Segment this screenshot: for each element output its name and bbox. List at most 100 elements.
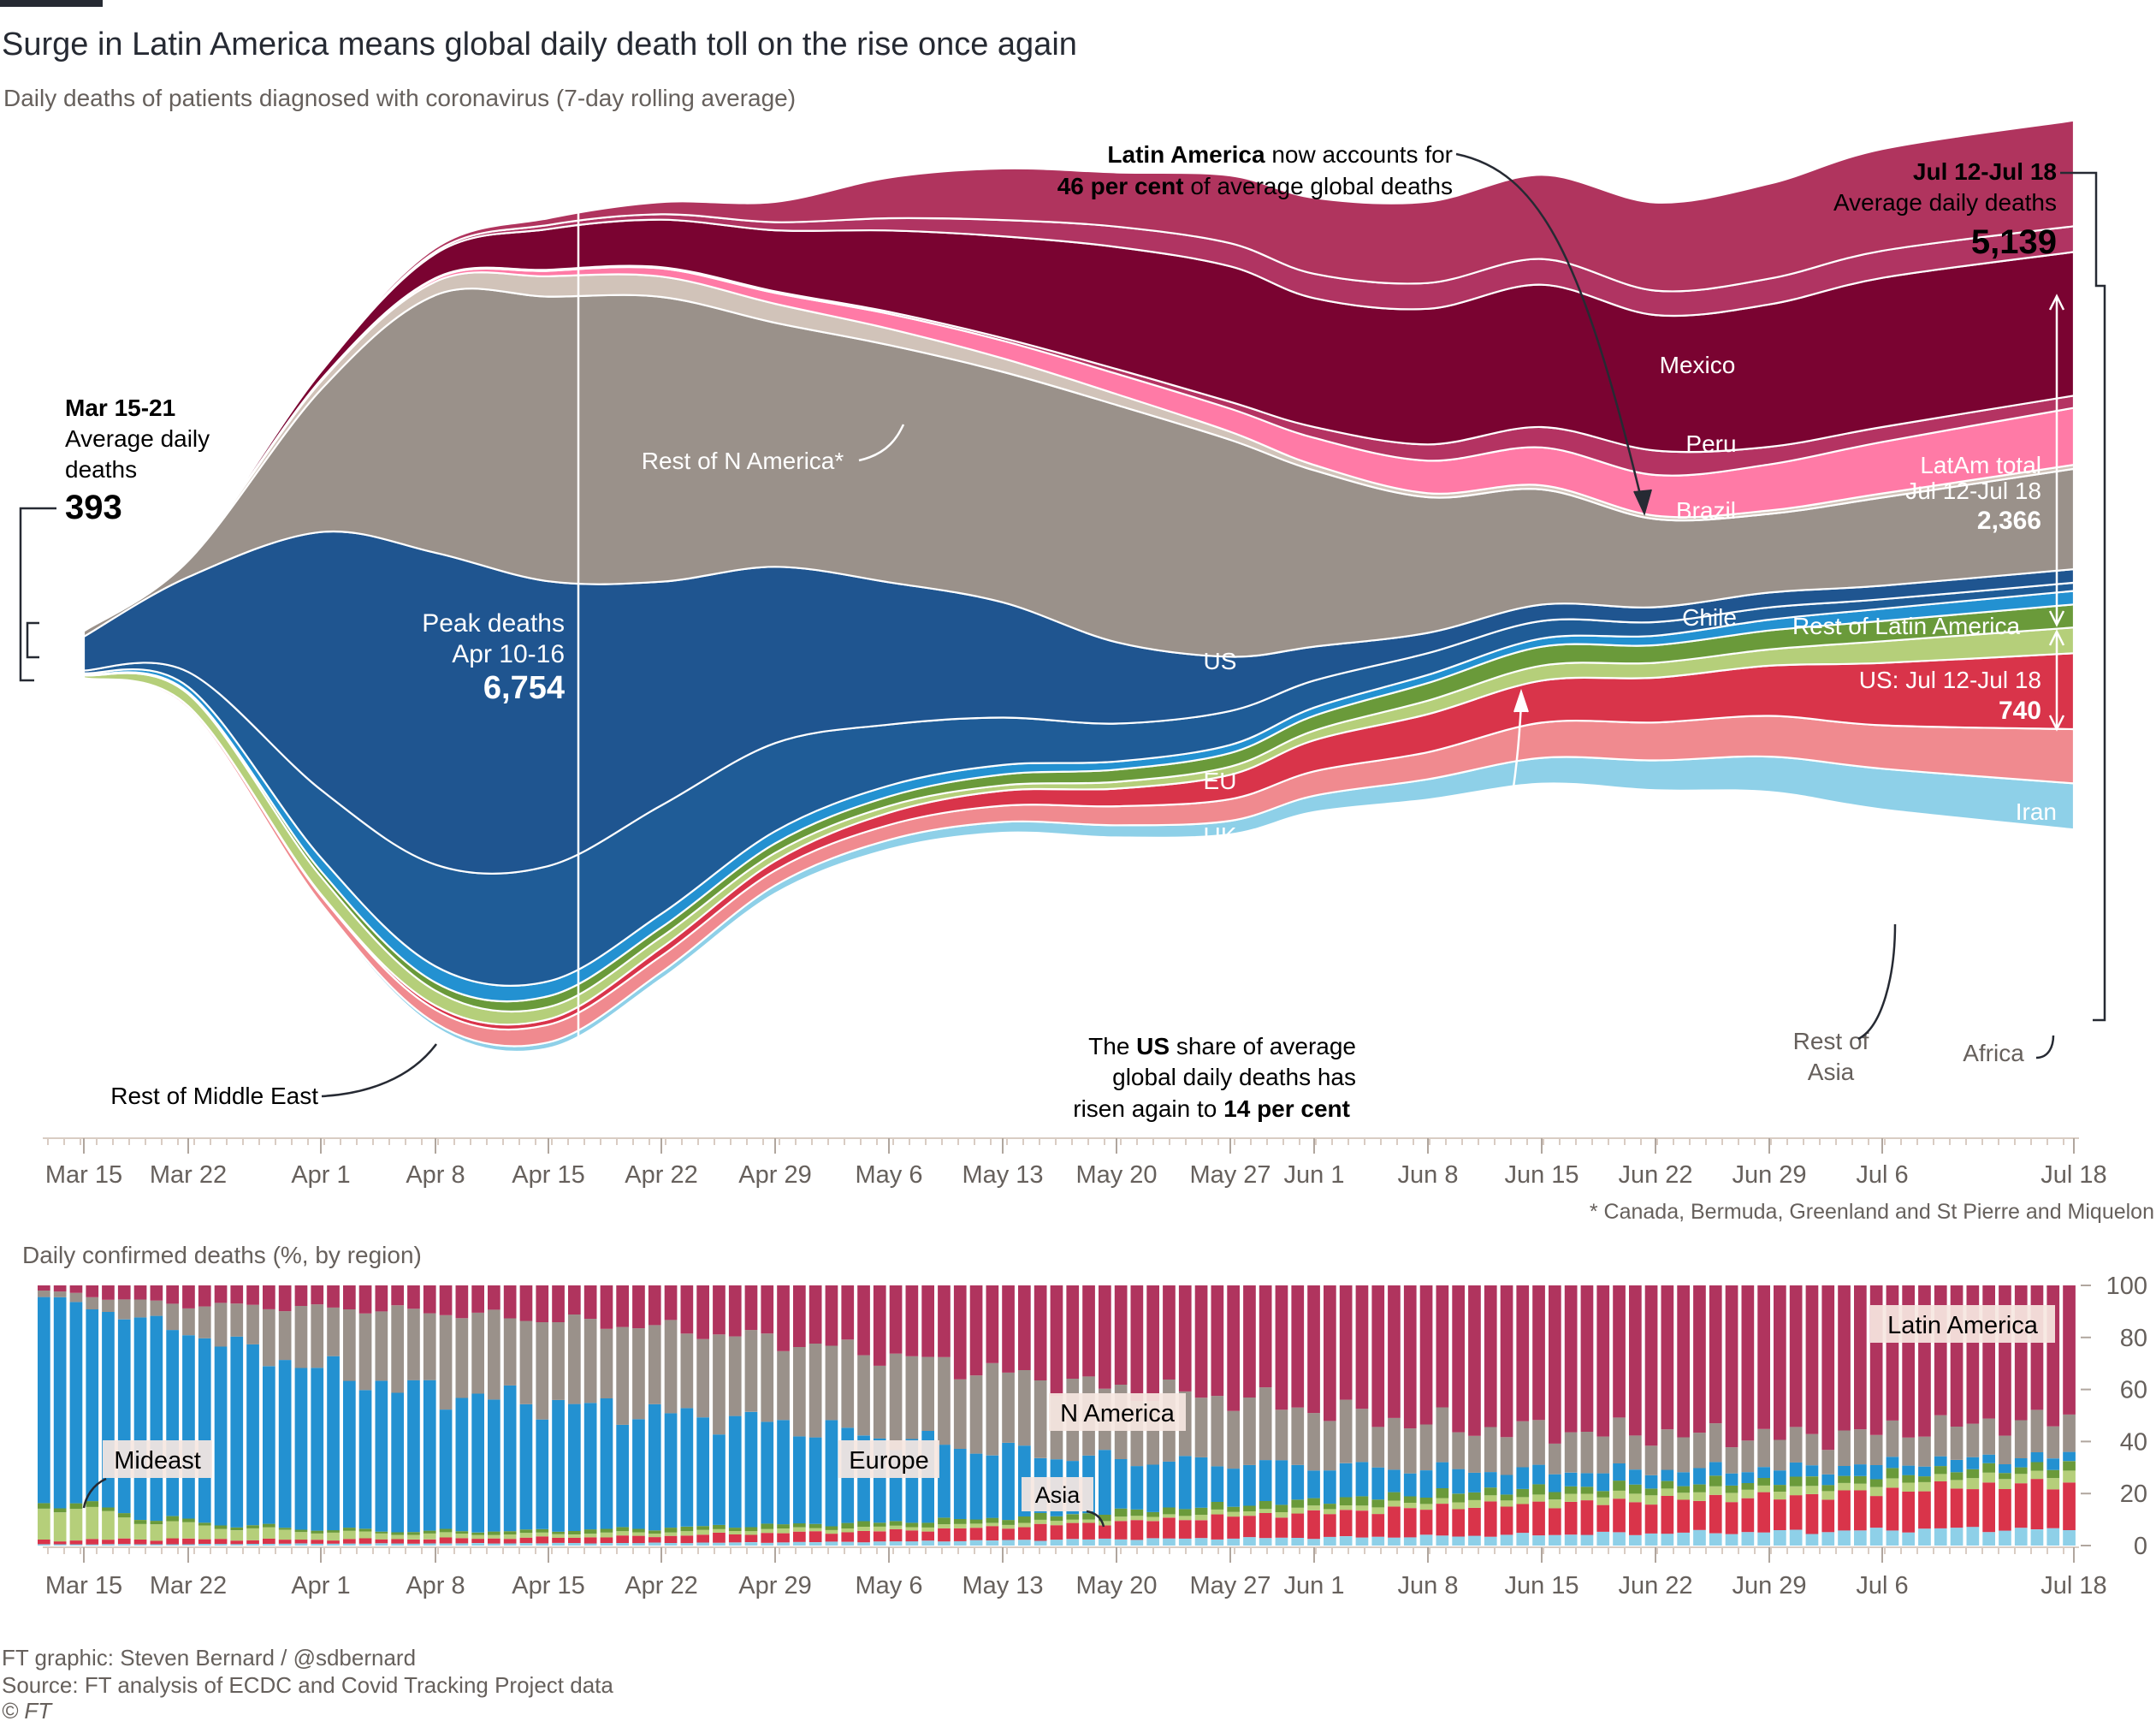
- bar-segment-europe: [1307, 1470, 1320, 1498]
- bar-segment-mideast-rest: [793, 1523, 806, 1528]
- bar-segment-n-america: [696, 1338, 709, 1418]
- bar-segment-africa: [1966, 1527, 1980, 1546]
- bar-segment-asia: [1211, 1514, 1224, 1540]
- bar-segment-latin-america: [744, 1285, 758, 1331]
- bar-segment-mideast-rest: [1886, 1468, 1899, 1479]
- bar-segment-n-america: [182, 1308, 195, 1336]
- bar-segment-asia: [1307, 1510, 1320, 1540]
- bar-segment-latin-america: [358, 1285, 372, 1314]
- bar-segment-asia: [696, 1534, 709, 1543]
- bar-segment-n-america: [1741, 1440, 1755, 1473]
- bar-segment-europe: [1163, 1461, 1176, 1508]
- bar-segment-asia: [905, 1530, 919, 1542]
- bar-segment-latin-america: [1629, 1285, 1642, 1436]
- bar-segment-europe: [294, 1368, 308, 1530]
- bar-segment-europe: [552, 1399, 565, 1532]
- x-axis-top-tick-label: May 20: [1075, 1161, 1157, 1189]
- bar-segment-mideast-rest: [1549, 1492, 1561, 1500]
- bar-segment-n-america: [552, 1322, 565, 1400]
- bar-segment-latin-america: [423, 1285, 436, 1314]
- bar-segment-africa: [953, 1540, 967, 1546]
- bar-segment-europe: [439, 1409, 453, 1529]
- bar-segment-africa: [1243, 1537, 1256, 1546]
- bar-segment-mideast-rest: [1999, 1473, 2011, 1480]
- bar-segment-africa: [1741, 1532, 1755, 1546]
- bar-segment-europe: [343, 1380, 356, 1528]
- bar-segment-europe: [1982, 1454, 1995, 1463]
- bar-segment-latin-america: [1709, 1285, 1722, 1424]
- bar-segment-mideast-rest: [1532, 1484, 1545, 1495]
- bar-segment-n-america: [1419, 1424, 1433, 1470]
- bar-segment-mideast-iran: [150, 1524, 163, 1541]
- us-note-arrowhead: [1513, 688, 1529, 713]
- bar-segment-mideast-rest: [278, 1528, 292, 1530]
- bar-segment-latin-america: [1371, 1285, 1385, 1427]
- bar-segment-asia: [38, 1539, 50, 1545]
- bar-segment-latin-america: [246, 1285, 259, 1305]
- bar-segment-asia: [1805, 1493, 1819, 1534]
- bar-segment-mideast-iran: [1324, 1509, 1336, 1515]
- bar-segment-africa: [632, 1543, 645, 1546]
- bar-segment-europe: [1999, 1464, 2011, 1474]
- bar-segment-mideast-iran: [1259, 1509, 1272, 1513]
- bar-segment-mideast-rest: [1596, 1491, 1610, 1498]
- bar-segment-europe: [1677, 1472, 1690, 1487]
- bar-segment-asia: [198, 1539, 211, 1544]
- y-axis-bottom-tick-label: 80: [2120, 1325, 2147, 1352]
- bar-segment-mideast-rest: [696, 1526, 709, 1530]
- bar-segment-europe: [327, 1356, 340, 1531]
- bar-segment-latin-america: [1419, 1285, 1433, 1425]
- bar-segment-africa: [1725, 1534, 1738, 1546]
- bar-segment-n-america: [1854, 1429, 1867, 1465]
- bar-segment-n-america: [1355, 1409, 1369, 1463]
- x-axis-bottom-tick-label: Apr 29: [738, 1572, 811, 1599]
- bar-segment-latin-america: [1580, 1285, 1594, 1432]
- bar-segment-africa: [616, 1543, 629, 1546]
- bar-segment-mideast-rest: [568, 1531, 581, 1534]
- bar-segment-mideast-iran: [471, 1534, 484, 1540]
- x-axis-top-tick-label: Mar 15: [45, 1161, 122, 1189]
- bar-segment-mideast-rest: [680, 1526, 694, 1532]
- bar-segment-latin-america: [182, 1285, 195, 1309]
- bar-segment-mideast-iran: [632, 1532, 645, 1536]
- bar-segment-africa: [133, 1544, 147, 1546]
- bar-segment-latin-america: [1725, 1285, 1738, 1448]
- bar-segment-africa: [1564, 1534, 1578, 1546]
- bar-segment-asia: [278, 1540, 292, 1544]
- bar-segment-n-america: [1211, 1396, 1224, 1467]
- bar-segment-latin-america: [439, 1285, 453, 1315]
- bar-segment-latin-america: [1355, 1285, 1369, 1409]
- bar-segment-n-america: [1291, 1407, 1305, 1465]
- bar-segment-africa: [1371, 1536, 1385, 1546]
- bar-segment-latin-america: [1934, 1285, 1947, 1415]
- bar-segment-n-america: [1324, 1421, 1336, 1471]
- bar-segment-mideast-iran: [182, 1522, 195, 1539]
- latam-total-value: 2,366: [1977, 507, 2041, 535]
- bar-segment-latin-america: [1500, 1285, 1513, 1438]
- bar-segment-asia: [552, 1538, 565, 1543]
- bar-segment-latin-america: [69, 1285, 83, 1293]
- bar-segment-africa: [600, 1543, 613, 1546]
- bar-segment-europe: [648, 1404, 661, 1531]
- bar-segment-europe: [632, 1419, 645, 1529]
- bar-segment-mideast-iran: [1869, 1487, 1883, 1497]
- bar-segment-mideast-iran: [2046, 1478, 2060, 1490]
- bar-segment-asia: [1564, 1501, 1578, 1535]
- rest-middle-east-leader: [321, 1043, 437, 1098]
- bar-segment-latin-america: [1339, 1285, 1353, 1400]
- latam-note-arrow: [1455, 152, 1644, 506]
- bar-segment-africa: [423, 1543, 436, 1546]
- bar-segment-africa: [102, 1544, 115, 1546]
- x-axis-bottom: Mar 15 Mar 22 Apr 1 Apr 8 Apr 15 Apr 22 Apr 29…: [43, 1546, 2107, 1599]
- bar-segment-europe: [1774, 1470, 1786, 1486]
- bar-segment-n-america: [1950, 1427, 1964, 1460]
- bar-segment-mideast-rest: [1854, 1475, 1867, 1484]
- bar-segment-mideast-rest: [246, 1525, 259, 1528]
- bar-segment-mideast-iran: [358, 1531, 372, 1539]
- bar-segment-mideast-rest: [1580, 1487, 1594, 1494]
- x-axis-top-tick-label: Apr 29: [738, 1161, 811, 1189]
- bar-segment-africa: [1452, 1536, 1465, 1546]
- bar-segment-latin-america: [728, 1285, 742, 1337]
- bar-segment-mideast-iran: [1982, 1472, 1995, 1483]
- label-mideast: Mideast: [114, 1447, 201, 1475]
